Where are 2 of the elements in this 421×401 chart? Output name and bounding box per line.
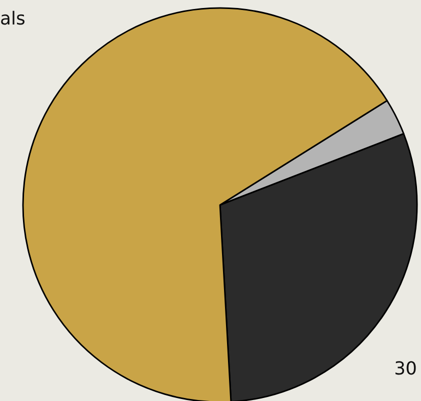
data-label: 30 — [394, 358, 417, 380]
slice-label: als — [0, 8, 26, 30]
